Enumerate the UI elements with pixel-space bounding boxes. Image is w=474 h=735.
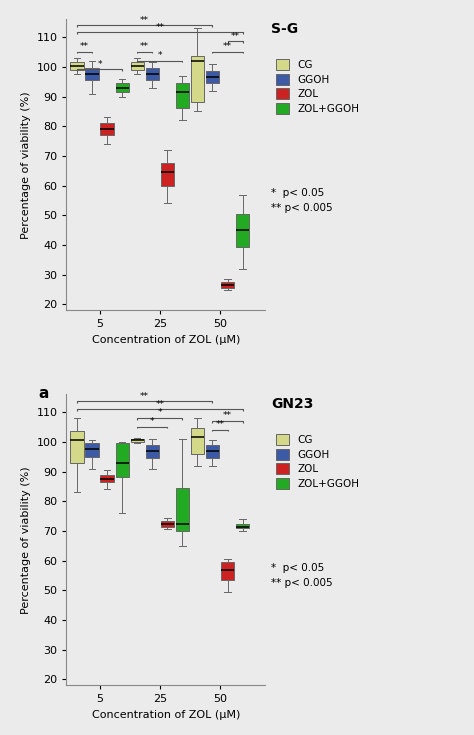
PathPatch shape (130, 62, 144, 70)
PathPatch shape (146, 445, 159, 458)
Text: **: ** (140, 392, 149, 401)
X-axis label: Concentration of ZOL (μM): Concentration of ZOL (μM) (91, 710, 240, 720)
PathPatch shape (191, 57, 204, 102)
PathPatch shape (206, 71, 219, 83)
PathPatch shape (236, 523, 249, 528)
Text: **: ** (140, 15, 149, 24)
PathPatch shape (176, 83, 189, 108)
PathPatch shape (85, 443, 99, 456)
Text: **: ** (230, 32, 239, 41)
Legend: CG, GGOH, ZOL, ZOL+GGOH: CG, GGOH, ZOL, ZOL+GGOH (276, 434, 359, 489)
Text: **: ** (80, 43, 89, 51)
PathPatch shape (146, 68, 159, 80)
PathPatch shape (206, 445, 219, 458)
Text: **: ** (155, 400, 164, 409)
PathPatch shape (100, 123, 114, 135)
Y-axis label: Percentage of viability (%): Percentage of viability (%) (21, 91, 31, 239)
Text: a: a (38, 386, 49, 401)
PathPatch shape (116, 83, 129, 92)
PathPatch shape (161, 163, 174, 186)
PathPatch shape (221, 282, 234, 288)
Text: *: * (97, 60, 102, 69)
Text: **: ** (155, 23, 164, 32)
Text: S-G: S-G (271, 22, 298, 36)
Text: ** p< 0.005: ** p< 0.005 (271, 578, 333, 588)
PathPatch shape (100, 475, 114, 482)
Text: ** p< 0.005: ** p< 0.005 (271, 203, 333, 212)
Text: **: ** (216, 420, 225, 429)
PathPatch shape (85, 68, 99, 80)
Text: **: ** (223, 412, 232, 420)
PathPatch shape (221, 562, 234, 580)
PathPatch shape (161, 520, 174, 526)
Legend: CG, GGOH, ZOL, ZOL+GGOH: CG, GGOH, ZOL, ZOL+GGOH (276, 60, 359, 114)
Text: **: ** (223, 43, 232, 51)
PathPatch shape (130, 440, 144, 442)
PathPatch shape (176, 488, 189, 531)
Text: *: * (157, 51, 162, 60)
Text: *: * (150, 417, 155, 426)
Text: *  p< 0.05: * p< 0.05 (271, 188, 324, 198)
Text: GN23: GN23 (271, 397, 313, 412)
X-axis label: Concentration of ZOL (μM): Concentration of ZOL (μM) (91, 335, 240, 345)
PathPatch shape (191, 429, 204, 453)
PathPatch shape (70, 62, 83, 70)
Text: *  p< 0.05: * p< 0.05 (271, 563, 324, 573)
Text: **: ** (140, 43, 149, 51)
PathPatch shape (70, 431, 83, 462)
PathPatch shape (236, 214, 249, 246)
Text: *: * (157, 409, 162, 417)
PathPatch shape (116, 443, 129, 478)
Y-axis label: Percentage of viability (%): Percentage of viability (%) (21, 466, 31, 614)
